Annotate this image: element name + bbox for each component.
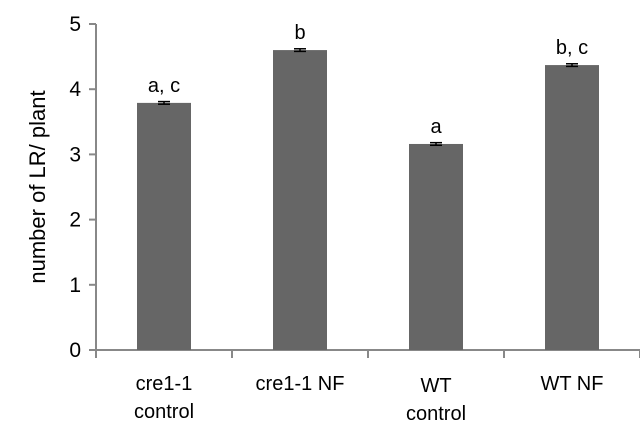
x-category-label: control [134, 401, 194, 423]
bar [137, 102, 191, 350]
x-ticks [95, 350, 640, 358]
x-category-label: cre1-1 NF [256, 373, 345, 395]
y-tick-label: 3 [69, 143, 81, 166]
significance-labels: a, c b a b, c [148, 22, 588, 138]
bar [409, 143, 463, 350]
x-category-label: cre1-1 [136, 373, 193, 395]
bar [273, 50, 327, 350]
category-labels: cre1-1 control cre1-1 NF WT control WT NF [134, 373, 603, 425]
y-tick-label: 1 [69, 274, 81, 297]
bar [545, 65, 599, 351]
significance-label: a [430, 116, 442, 138]
x-category-label: control [406, 403, 466, 425]
y-tick-label: 2 [69, 209, 81, 232]
y-tick-label: 0 [69, 339, 81, 362]
y-tick-label: 5 [69, 13, 81, 36]
error-bars [158, 48, 578, 147]
y-axis-title: number of LR/ plant [25, 90, 50, 283]
x-category-label: WT NF [541, 373, 604, 395]
significance-label: a, c [148, 75, 180, 97]
x-category-label: WT [420, 375, 451, 397]
y-tick-label: 4 [69, 78, 81, 101]
significance-label: b [294, 22, 305, 44]
bars [137, 50, 599, 351]
y-ticks: 0 1 2 3 4 5 [69, 13, 96, 362]
significance-label: b, c [556, 37, 588, 59]
